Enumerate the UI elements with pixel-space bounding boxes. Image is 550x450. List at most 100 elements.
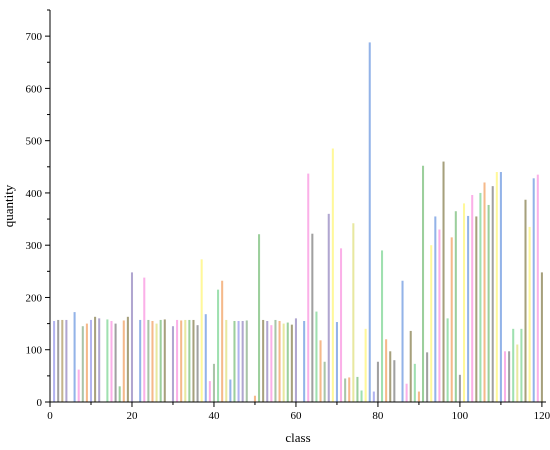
bar-class-116	[524, 199, 527, 402]
y-tick-label-500: 500	[26, 136, 43, 148]
bar-class-93	[430, 245, 433, 402]
bar-class-4	[65, 319, 68, 402]
bar-class-27	[159, 319, 162, 402]
bar-class-94	[434, 216, 437, 402]
bar-class-32	[180, 320, 183, 402]
bar-class-33	[184, 319, 187, 402]
bar-class-90	[417, 391, 420, 402]
bar-class-11	[94, 316, 97, 402]
x-ticks: 0 20 40 60 80 100 120	[47, 402, 550, 422]
bar-class-119	[536, 174, 539, 402]
bar-class-12	[98, 318, 101, 402]
bar-class-74	[352, 223, 355, 402]
bar-class-43	[225, 319, 228, 402]
bar-class-57	[282, 323, 285, 402]
y-tick-label-400: 400	[26, 188, 43, 200]
bar-class-50	[253, 395, 256, 402]
bar-class-115	[520, 328, 523, 402]
bar-class-97	[446, 318, 449, 402]
bar-class-2	[57, 319, 60, 402]
bar-class-111	[503, 351, 507, 402]
bar-class-75	[356, 376, 359, 402]
bar-class-48	[245, 320, 248, 402]
bar-class-77	[364, 328, 367, 402]
axes: 0 20 40 60 80 100 120 0 100 200 300 400 500 600 700	[26, 9, 550, 422]
bar-class-24	[147, 319, 150, 402]
bar-class-56	[278, 320, 281, 402]
bar-class-59	[290, 324, 293, 402]
bar-class-78	[368, 42, 371, 402]
bar-class-101	[462, 203, 466, 402]
bar-class-40	[212, 363, 215, 402]
bar-class-96	[442, 161, 445, 402]
bar-class-20	[130, 272, 134, 402]
y-tick-label-100: 100	[26, 345, 43, 357]
bar-class-100	[458, 374, 461, 402]
bar-class-28	[163, 319, 166, 402]
bar-class-38	[204, 314, 207, 402]
bar-class-102	[467, 215, 470, 402]
y-axis-title: quantity	[1, 184, 16, 227]
bar-class-82	[385, 339, 388, 402]
bar-class-76	[360, 390, 363, 402]
bar-class-17	[118, 386, 121, 402]
bar-class-89	[413, 363, 416, 402]
bar-class-92	[426, 352, 429, 402]
bar-class-63	[307, 173, 310, 402]
bar-class-103	[471, 195, 474, 402]
bar-class-26	[155, 323, 158, 402]
y-tick-label-0: 0	[37, 397, 43, 409]
bar-class-88	[409, 330, 412, 402]
bar-class-72	[344, 378, 347, 402]
bar-class-58	[286, 322, 289, 402]
bar-class-64	[311, 233, 314, 402]
bar-class-91	[422, 165, 425, 402]
bar-class-67	[323, 361, 326, 402]
bar-class-108	[491, 186, 494, 402]
bar-class-99	[454, 211, 457, 402]
bar-class-52	[262, 319, 265, 402]
bar-class-19	[126, 316, 129, 402]
bar-class-35	[192, 319, 195, 402]
bar-class-70	[335, 322, 338, 402]
bar-class-46	[237, 320, 240, 402]
bar-class-114	[516, 344, 519, 402]
bar-class-65	[315, 311, 318, 402]
bar-class-3	[61, 319, 64, 402]
bar-class-36	[196, 325, 199, 402]
bar-class-7	[77, 369, 80, 402]
bar-class-81	[381, 250, 384, 402]
x-tick-label-80: 80	[372, 410, 384, 422]
bar-class-80	[376, 361, 379, 402]
x-tick-label-60: 60	[290, 410, 302, 422]
x-tick-label-0: 0	[47, 410, 53, 422]
bar-class-25	[151, 320, 154, 402]
bar-class-62	[303, 320, 306, 402]
bar-class-18	[122, 320, 125, 402]
bar-class-69	[331, 148, 334, 402]
bar-class-51	[258, 234, 261, 402]
y-tick-label-700: 700	[26, 31, 43, 43]
bar-class-41	[217, 289, 220, 402]
bar-class-34	[188, 319, 191, 402]
bar-class-79	[372, 391, 375, 402]
bar-class-68	[327, 213, 330, 402]
bar-class-106	[483, 182, 486, 402]
bar-class-84	[393, 360, 396, 402]
bar-class-30	[171, 326, 174, 402]
bar-class-42	[221, 280, 224, 402]
bar-class-47	[241, 320, 244, 402]
bar-class-112	[508, 351, 511, 402]
y-tick-label-200: 200	[26, 292, 43, 304]
bar-class-37	[200, 259, 203, 402]
bar-class-44	[229, 379, 232, 402]
bar-class-1	[53, 320, 56, 402]
bar-class-83	[389, 351, 392, 402]
bar-class-113	[512, 328, 515, 402]
bar-class-6	[73, 312, 76, 402]
bar-class-107	[487, 204, 490, 402]
bar-class-31	[176, 319, 179, 402]
y-ticks: 0 100 200 300 400 500 600 700	[26, 9, 50, 409]
bar-class-109	[495, 172, 498, 402]
